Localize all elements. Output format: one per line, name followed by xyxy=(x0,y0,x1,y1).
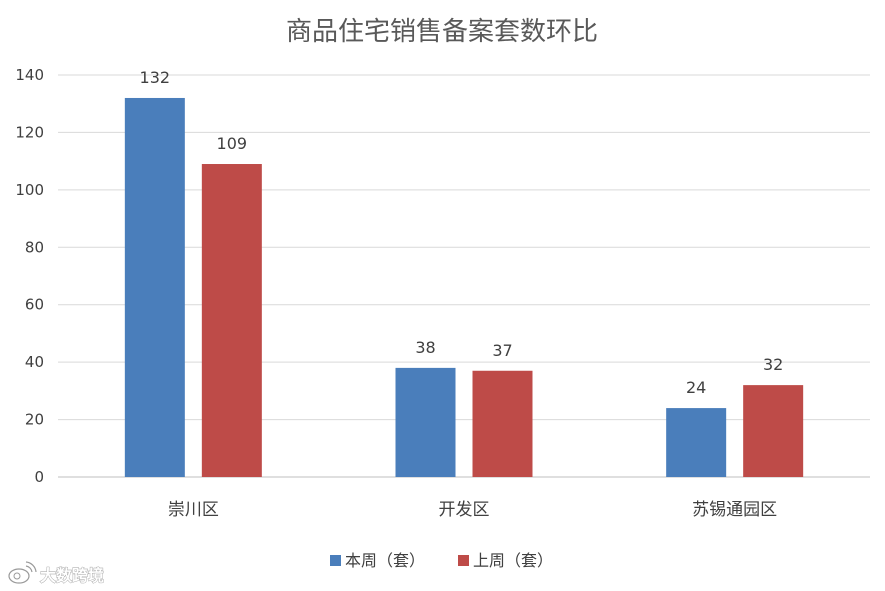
bars xyxy=(124,97,804,477)
legend-swatch xyxy=(458,555,469,566)
data-label: 24 xyxy=(686,378,706,397)
y-tick-label: 20 xyxy=(25,411,44,429)
bar-2-1 xyxy=(201,164,262,477)
weibo-logo-icon xyxy=(8,561,37,584)
chart-title: 商品住宅销售备案套数环比 xyxy=(286,17,598,47)
legend-label: 本周（套） xyxy=(345,551,425,570)
y-tick-label: 80 xyxy=(25,238,44,256)
watermark-text: 大数跨境 xyxy=(40,566,104,585)
data-label: 109 xyxy=(217,134,248,153)
x-axis-categories: 崇川区 开发区 苏锡通园区 xyxy=(168,500,777,520)
y-tick-label: 0 xyxy=(34,468,44,486)
bar-2-3 xyxy=(743,385,804,477)
legend-label: 上周（套） xyxy=(473,551,553,570)
legend: 本周（套） 上周（套） xyxy=(330,551,553,570)
legend-swatch xyxy=(330,555,341,566)
bar-1-1 xyxy=(124,97,185,477)
data-labels: 132 109 38 37 24 32 xyxy=(140,68,784,397)
y-axis-ticks: 0 20 40 60 80 100 120 140 xyxy=(15,66,44,486)
data-label: 32 xyxy=(763,355,783,374)
bar-2-2 xyxy=(472,370,533,477)
x-category-label: 开发区 xyxy=(439,500,490,520)
y-tick-label: 100 xyxy=(15,181,44,199)
watermark: 大数跨境 xyxy=(8,561,104,585)
y-tick-label: 40 xyxy=(25,353,44,371)
x-category-label: 崇川区 xyxy=(168,500,219,520)
y-tick-label: 120 xyxy=(15,123,44,141)
y-tick-label: 140 xyxy=(15,66,44,84)
bar-1-3 xyxy=(666,408,727,477)
data-label: 38 xyxy=(415,338,435,357)
x-category-label: 苏锡通园区 xyxy=(692,500,777,520)
data-label: 37 xyxy=(492,341,512,360)
y-tick-label: 60 xyxy=(25,296,44,314)
data-label: 132 xyxy=(140,68,171,87)
bar-1-2 xyxy=(395,367,456,477)
gridlines xyxy=(58,74,870,478)
